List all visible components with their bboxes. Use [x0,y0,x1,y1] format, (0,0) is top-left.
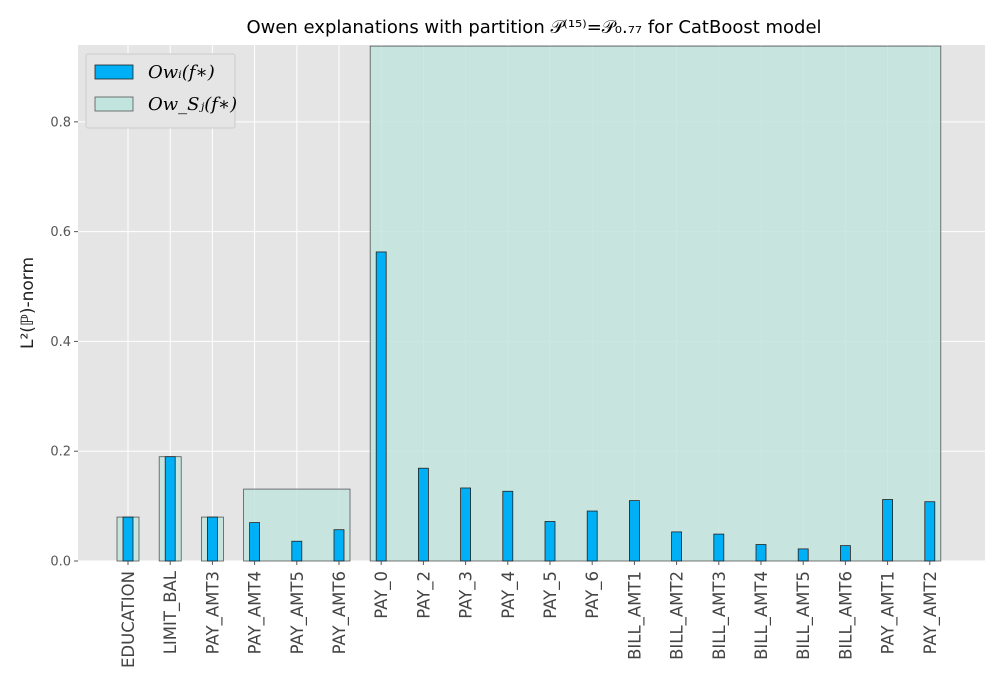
x-tick-label: PAY_3 [457,571,477,619]
x-tick-label: EDUCATION [119,571,138,668]
x-tick-label: BILL_AMT3 [710,571,730,660]
x-tick-label: BILL_AMT1 [625,571,645,660]
feature-bar [502,490,514,562]
feature-bar [629,500,640,562]
feature-bar [333,529,345,562]
x-tick-label: PAY_AMT3 [203,571,223,654]
x-tick-label: BILL_AMT4 [752,571,772,660]
x-tick-label: BILL_AMT2 [668,571,688,660]
feature-bar [713,533,725,562]
feature-bar [417,467,429,562]
feature-bar [206,516,218,562]
feature-bar [460,487,472,562]
x-tick-label: BILL_AMT6 [836,571,856,660]
x-tick-label: PAY_AMT6 [330,571,350,654]
y-tick-label: 0.8 [50,115,71,130]
x-tick-label: PAY_AMT2 [921,571,941,654]
feature-bar [164,456,176,562]
y-axis-label: L²(ℙ)-norm [18,257,38,349]
x-tick-label: PAY_AMT5 [288,571,308,654]
feature-bar [924,501,936,562]
x-tick-label: BILL_AMT5 [794,571,814,660]
feature-bar [797,548,809,562]
feature-bar [882,499,893,562]
y-tick-label: 0.2 [50,445,71,460]
y-axis-ticks: 0.0 0.2 0.4 0.6 0.8 [50,115,78,570]
feature-bars [122,251,936,562]
feature-bar [586,510,598,562]
feature-bar [544,521,556,562]
x-axis-ticks: EDUCATION LIMIT_BAL PAY_AMT3 PAY_AMT4 PAY_AM… [119,561,941,668]
x-tick-label: PAY_5 [541,571,561,619]
feature-bar [291,540,303,562]
feature-bar [122,516,134,562]
x-tick-label: LIMIT_BAL [161,570,181,654]
y-tick-label: 0.4 [50,335,71,350]
x-tick-label: PAY_AMT4 [246,571,266,654]
feature-bar [671,531,682,562]
chart-title: Owen explanations with partition 𝒫⁽¹⁵⁾=𝒫… [246,17,821,38]
feature-bar [840,545,851,562]
y-tick-label: 0.6 [50,225,71,240]
feature-bar [755,544,767,562]
y-tick-label: 0.0 [50,555,71,570]
legend-label-feature: Owᵢ(f∗) [148,62,215,83]
legend-swatch-group [94,96,134,112]
legend: Owᵢ(f∗) Ow_Sⱼ(f∗) [85,53,237,129]
group-bar [369,45,942,562]
x-tick-label: PAY_2 [414,571,434,619]
legend-label-group: Ow_Sⱼ(f∗) [148,94,237,115]
feature-bar [249,522,261,562]
x-tick-label: PAY_0 [372,571,392,619]
x-tick-label: PAY_4 [499,571,519,619]
x-tick-label: PAY_6 [583,571,603,619]
feature-bar [375,251,387,562]
legend-swatch-feature [94,64,134,80]
x-tick-label: PAY_AMT1 [879,571,899,654]
